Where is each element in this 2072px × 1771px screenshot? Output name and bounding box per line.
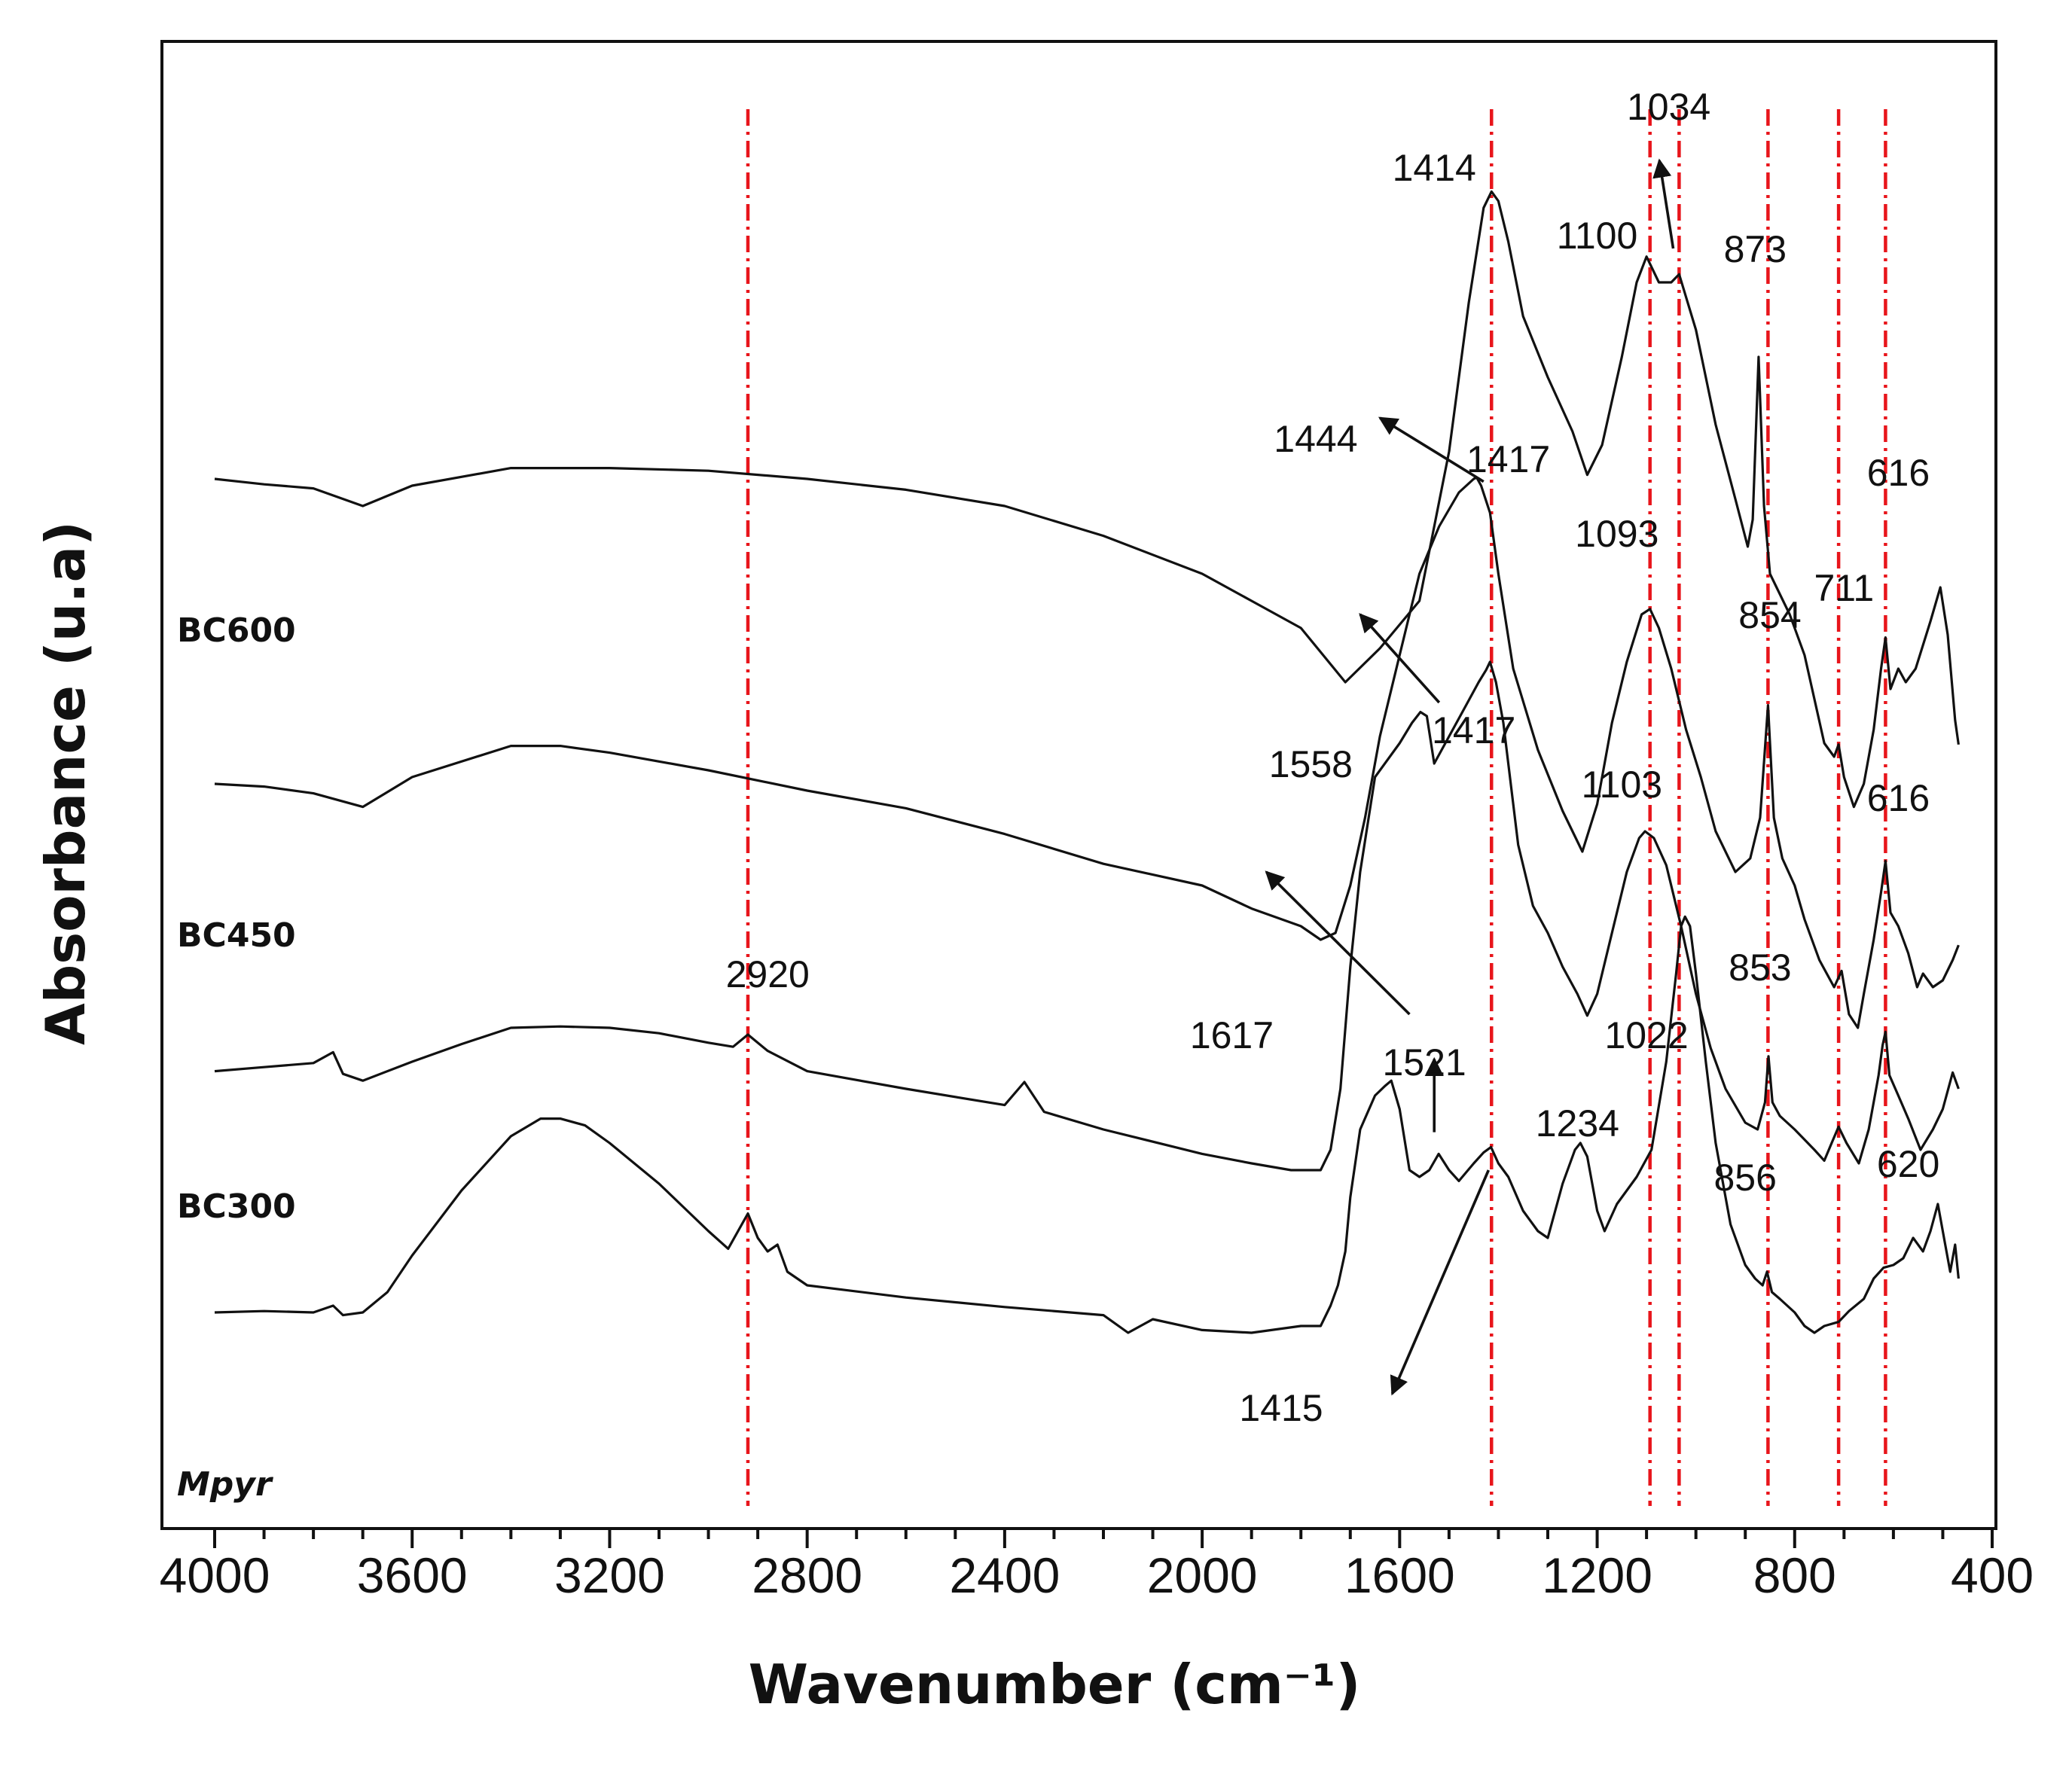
peak-label-853: 853: [1729, 946, 1791, 989]
annotation-arrow-2: [1265, 870, 1411, 1016]
peak-label-1234: 1234: [1536, 1102, 1619, 1145]
series-label-mpyr: Mpyr: [177, 1465, 273, 1504]
plot-frame: [160, 40, 1997, 1530]
x-tick-label: 800: [1753, 1547, 1836, 1603]
peak-label-1022: 1022: [1604, 1014, 1688, 1056]
x-tick-label: 2400: [949, 1547, 1060, 1603]
peak-label-1034: 1034: [1627, 86, 1710, 128]
peak-label-1521: 1521: [1382, 1041, 1466, 1084]
peak-label-1444: 1444: [1274, 418, 1357, 460]
annotation-arrow-0: [1378, 416, 1485, 483]
peak-label-1093: 1093: [1575, 513, 1659, 555]
series-label-bc600: BC600: [177, 611, 296, 650]
peak-label-1415: 1415: [1239, 1387, 1323, 1429]
peak-label-1558: 1558: [1269, 743, 1353, 785]
peak-label-2920: 2920: [726, 953, 810, 995]
series-label-bc450: BC450: [177, 916, 296, 955]
x-axis-title: Wavenumber (cm⁻¹): [749, 1653, 1361, 1716]
series-line-bc300: [214, 660, 1960, 1172]
x-tick-label: 2000: [1147, 1547, 1258, 1603]
x-axis: 4000 3600 3200 2800 2400 2000 1600 1200 800 400: [160, 1529, 2034, 1603]
peak-label-873: 873: [1724, 228, 1787, 270]
peak-label-1100: 1100: [1557, 215, 1638, 257]
x-tick-label: 1200: [1542, 1547, 1652, 1603]
annotation-arrow-1: [1359, 613, 1441, 704]
series-line-bc600: [214, 190, 1960, 809]
peak-label-711: 711: [1814, 567, 1874, 609]
series-line-bc450: [214, 476, 1960, 1029]
x-tick-label: 3600: [357, 1547, 468, 1603]
x-tick-label: 3200: [554, 1547, 665, 1603]
peak-label-1103: 1103: [1582, 764, 1663, 806]
series-line-mpyr: [214, 915, 1960, 1334]
peak-label-1414: 1414: [1393, 147, 1476, 189]
peak-label-856: 856: [1714, 1157, 1777, 1199]
annotation-arrow-5: [1652, 158, 1675, 249]
x-tick-label: 400: [1951, 1547, 2034, 1603]
series-label-bc300: BC300: [177, 1187, 296, 1226]
peak-label-620: 620: [1877, 1143, 1939, 1185]
peak-label-854: 854: [1738, 594, 1801, 636]
x-tick-label: 1600: [1344, 1547, 1455, 1603]
peak-label-616: 616: [1867, 777, 1930, 819]
peak-label-1417: 1417: [1432, 709, 1515, 751]
plot-area: BC600 BC450 BC300 Mpyr 1414 1034 1100 873 1444 14…: [177, 86, 1960, 1506]
peak-label-616: 616: [1867, 452, 1930, 494]
x-tick-label: 2800: [752, 1547, 862, 1603]
peak-label-1617: 1617: [1190, 1014, 1274, 1056]
y-axis-title: Absorbance (u.a): [34, 521, 97, 1045]
annotation-arrow-4: [1390, 1169, 1490, 1396]
peak-label-1417: 1417: [1466, 438, 1550, 480]
x-tick-label: 4000: [160, 1547, 270, 1603]
